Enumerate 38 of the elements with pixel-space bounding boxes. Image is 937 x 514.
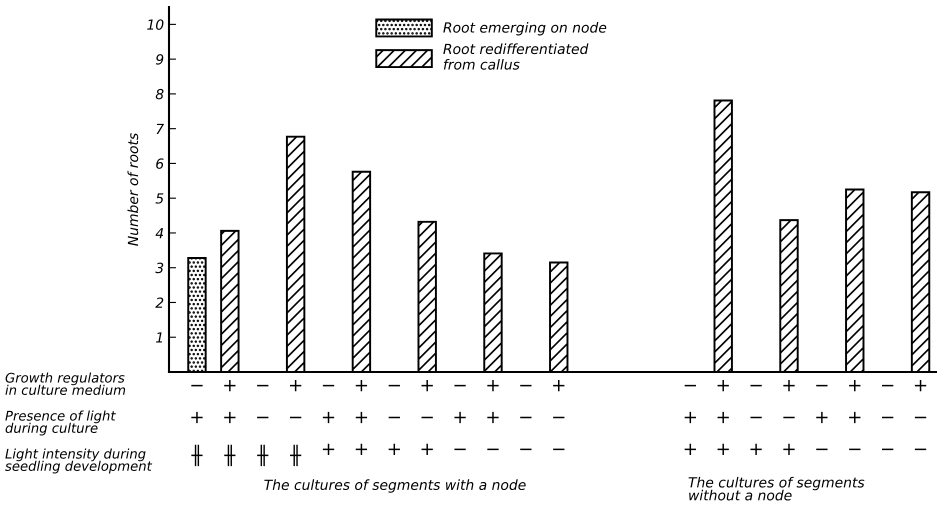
category-label: + − − [914, 380, 926, 450]
text: Growth regulators in culture medium [5, 372, 126, 395]
text: The cultures of segments without a node [688, 476, 864, 500]
text: Light intensity during seedling development [5, 448, 152, 474]
category-label: + + − [487, 380, 499, 450]
category-label: − − + [388, 384, 400, 456]
category-label: − + − [454, 384, 466, 450]
category-label: + − + [422, 380, 433, 456]
y-axis-title: Number of roots [127, 133, 138, 246]
category-label: − + + [684, 384, 696, 456]
y-tick-label: 6 [156, 158, 164, 169]
category-label: + − − [553, 380, 564, 450]
y-tick-label: 1 [156, 332, 162, 343]
y-tick-label: 9 [156, 54, 164, 65]
y-tick-label: 3 [155, 262, 164, 274]
category-label: + − ╫ [290, 380, 302, 466]
y-tick-label: 5 [156, 193, 164, 204]
category-label: − − − [520, 384, 532, 450]
x-tick-label: + + + [356, 380, 368, 456]
text: The cultures of segments with a node [264, 479, 526, 493]
category-label: − − ╫ [257, 384, 268, 466]
category-label: − + − [816, 384, 828, 450]
category-label: − + + [322, 384, 334, 456]
category-label: + + − [849, 380, 860, 450]
y-tick-label: 7 [156, 124, 164, 134]
y-tick-label: 4 [156, 228, 164, 238]
category-label: + − + [783, 380, 795, 456]
x-tick-label: + + + [718, 380, 729, 456]
y-tick-label: 8 [156, 88, 164, 100]
legend-label: Root redifferentiated from callus [443, 43, 588, 70]
legend-label: Root emerging on node [443, 22, 606, 36]
y-tick-label: 10 [147, 19, 164, 30]
category-label: − − − [882, 384, 894, 450]
x-tick-label: + + ╫ [224, 380, 236, 466]
category-label: − + ╫ [191, 384, 203, 466]
text: Presence of light during culture [5, 410, 116, 436]
y-tick-label: 2 [155, 297, 164, 308]
category-label: − − + [750, 384, 762, 456]
